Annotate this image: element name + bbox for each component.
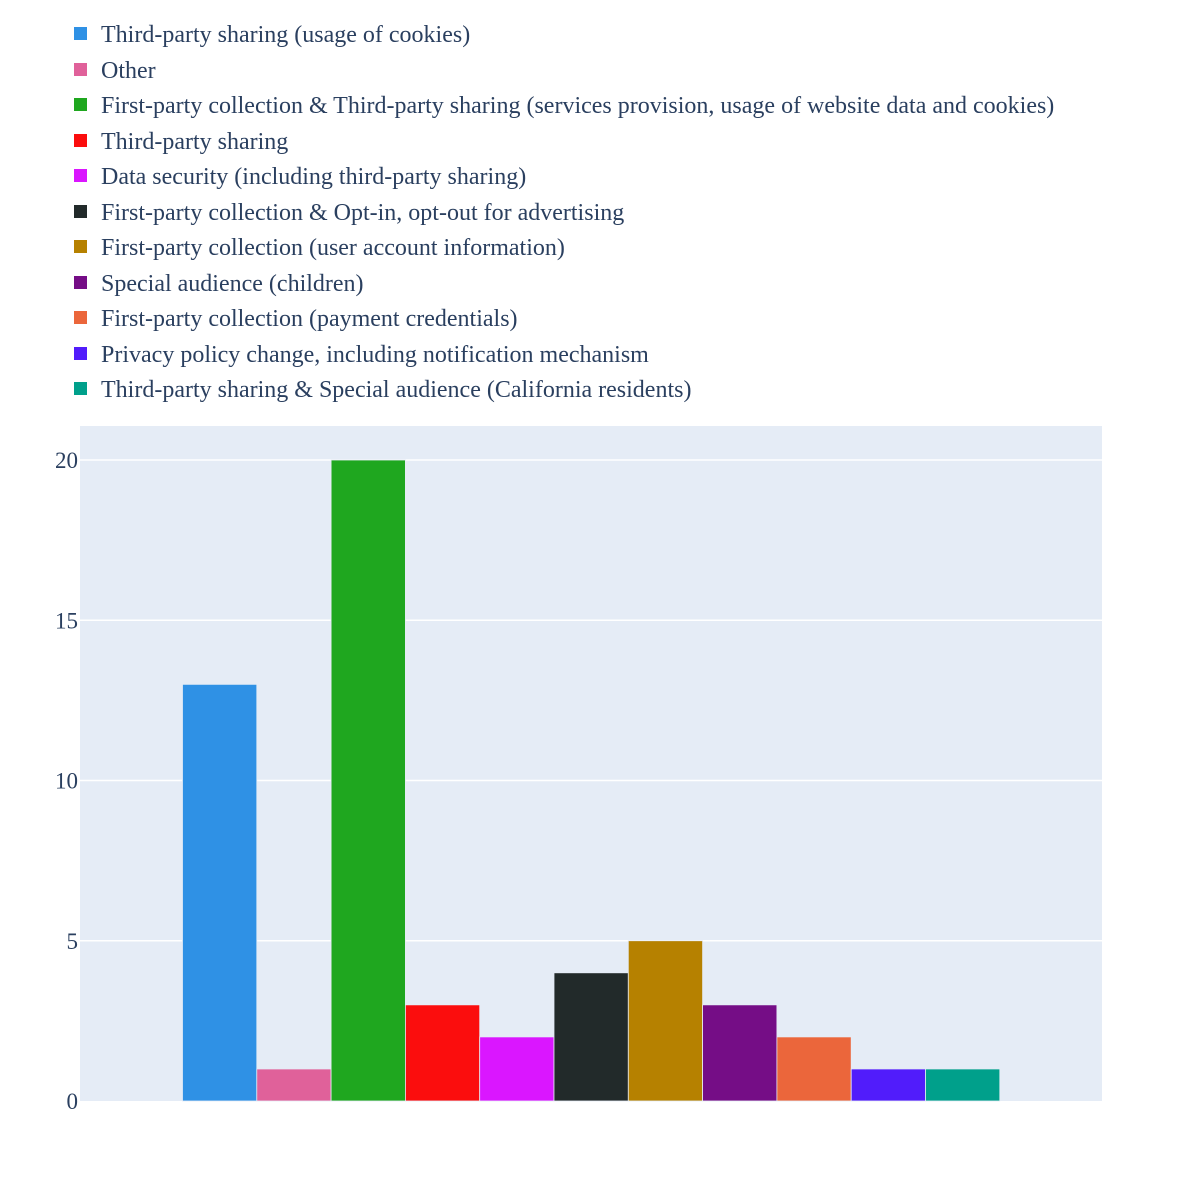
bar-4[interactable]: [404, 1004, 481, 1102]
legend-label: Third-party sharing (usage of cookies): [101, 22, 471, 48]
legend-item[interactable]: First-party collection & Opt-in, opt-out…: [74, 196, 1054, 232]
legend-item[interactable]: Privacy policy change, including notific…: [74, 338, 1054, 374]
legend-swatch: [74, 133, 87, 147]
legend-swatch: [74, 311, 87, 325]
legend-swatch: [74, 382, 87, 396]
legend-swatch: [74, 98, 87, 112]
legend-item[interactable]: First-party collection (payment credenti…: [74, 302, 1054, 338]
legend-item[interactable]: First-party collection (user account inf…: [74, 231, 1054, 267]
legend-item[interactable]: Special audience (children): [74, 267, 1054, 303]
legend-item[interactable]: Other: [74, 54, 1054, 90]
legend-label: First-party collection & Third-party sha…: [101, 93, 1055, 119]
bar-9[interactable]: [776, 1036, 852, 1102]
bar-3[interactable]: [330, 459, 406, 1102]
legend-item[interactable]: First-party collection & Third-party sha…: [74, 89, 1054, 125]
y-tick-label: 20: [55, 448, 78, 473]
y-tick-label: 5: [67, 929, 79, 954]
legend-swatch: [74, 204, 87, 218]
bars: [182, 459, 1001, 1102]
legend-item[interactable]: Third-party sharing: [74, 125, 1054, 161]
legend-item[interactable]: Third-party sharing & Special audience (…: [74, 373, 1054, 409]
bar-2[interactable]: [256, 1068, 332, 1102]
bar-7[interactable]: [627, 940, 703, 1102]
legend-label: Data security (including third-party sha…: [101, 164, 527, 190]
y-tick-label: 15: [55, 608, 78, 633]
legend-label: Other: [101, 57, 156, 84]
legend-swatch: [74, 240, 87, 254]
legend-item[interactable]: Third-party sharing (usage of cookies): [74, 18, 1054, 54]
legend-label: Privacy policy change, including notific…: [101, 341, 649, 368]
legend-swatch: [74, 169, 87, 183]
bar-8[interactable]: [702, 1004, 778, 1102]
legend-swatch: [74, 27, 87, 41]
y-tick-label: 0: [67, 1089, 79, 1114]
bar-1[interactable]: [182, 683, 258, 1102]
legend: Third-party sharing (usage of cookies) Ot…: [74, 18, 1054, 409]
legend-label: Third-party sharing: [101, 128, 289, 155]
bar-6[interactable]: [553, 972, 629, 1102]
y-axis-ticks: 0 5 10 15 20: [55, 448, 78, 1114]
legend-swatch: [74, 275, 87, 289]
y-tick-label: 10: [55, 769, 78, 794]
legend-swatch: [74, 62, 87, 76]
legend-swatch: [74, 346, 87, 360]
legend-label: First-party collection (user account inf…: [101, 235, 565, 261]
bar-5[interactable]: [479, 1036, 555, 1102]
legend-label: Third-party sharing & Special audience (…: [101, 377, 692, 403]
legend-label: First-party collection & Opt-in, opt-out…: [101, 199, 625, 226]
legend-label: Special audience (children): [101, 270, 364, 297]
legend-label: First-party collection (payment credenti…: [101, 306, 518, 332]
bar-11[interactable]: [925, 1068, 1001, 1102]
bar-10[interactable]: [850, 1068, 926, 1102]
legend-item[interactable]: Data security (including third-party sha…: [74, 160, 1054, 196]
